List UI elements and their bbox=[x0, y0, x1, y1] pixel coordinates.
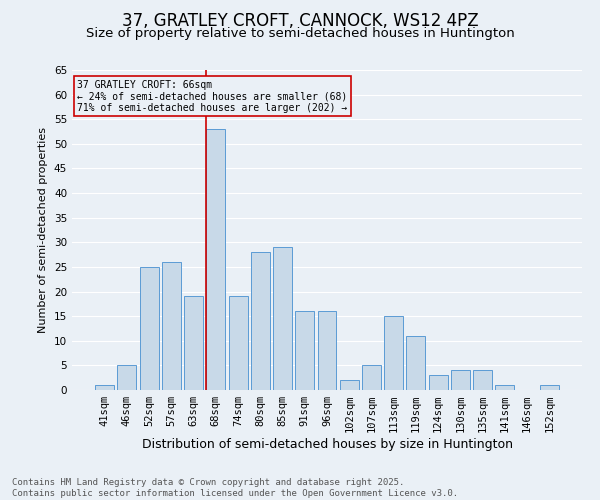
Bar bbox=[317, 311, 337, 390]
Bar bbox=[273, 247, 292, 390]
Text: Size of property relative to semi-detached houses in Huntington: Size of property relative to semi-detach… bbox=[86, 28, 514, 40]
Bar bbox=[473, 370, 492, 390]
Bar bbox=[406, 336, 425, 390]
Bar bbox=[340, 380, 359, 390]
Bar bbox=[540, 385, 559, 390]
Bar bbox=[184, 296, 203, 390]
Bar bbox=[229, 296, 248, 390]
Text: 37, GRATLEY CROFT, CANNOCK, WS12 4PZ: 37, GRATLEY CROFT, CANNOCK, WS12 4PZ bbox=[122, 12, 478, 30]
Bar bbox=[496, 385, 514, 390]
Bar bbox=[118, 366, 136, 390]
Bar bbox=[140, 267, 158, 390]
Text: Contains HM Land Registry data © Crown copyright and database right 2025.
Contai: Contains HM Land Registry data © Crown c… bbox=[12, 478, 458, 498]
X-axis label: Distribution of semi-detached houses by size in Huntington: Distribution of semi-detached houses by … bbox=[142, 438, 512, 451]
Bar bbox=[451, 370, 470, 390]
Y-axis label: Number of semi-detached properties: Number of semi-detached properties bbox=[38, 127, 49, 333]
Bar bbox=[362, 366, 381, 390]
Bar bbox=[206, 129, 225, 390]
Bar bbox=[429, 375, 448, 390]
Text: 37 GRATLEY CROFT: 66sqm
← 24% of semi-detached houses are smaller (68)
71% of se: 37 GRATLEY CROFT: 66sqm ← 24% of semi-de… bbox=[77, 80, 347, 113]
Bar bbox=[295, 311, 314, 390]
Bar bbox=[384, 316, 403, 390]
Bar bbox=[251, 252, 270, 390]
Bar bbox=[162, 262, 181, 390]
Bar bbox=[95, 385, 114, 390]
